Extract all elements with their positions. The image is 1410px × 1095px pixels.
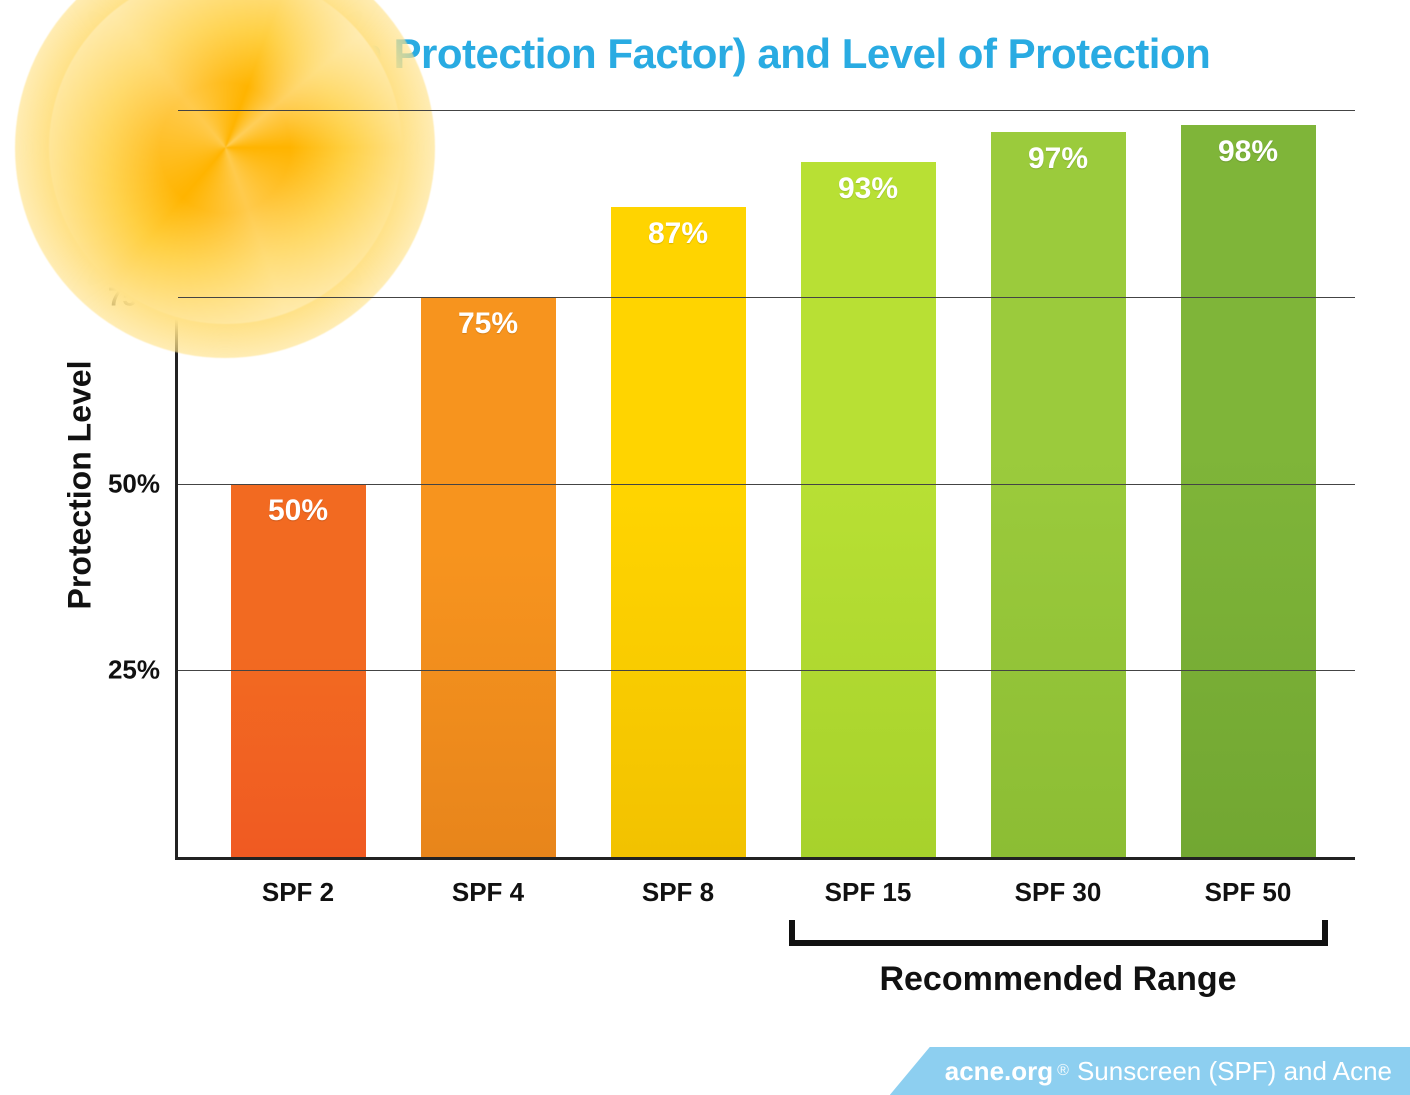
y-tick-label: 75%	[108, 281, 178, 312]
spf-bar-chart: 50%75%87%93%97%98% SPF 2SPF 4SPF 8SPF 15…	[175, 110, 1355, 860]
bar-value-label: 98%	[1181, 135, 1316, 169]
footer-text: Sunscreen (SPF) and Acne	[1077, 1056, 1392, 1087]
plot-area: 50%75%87%93%97%98% SPF 2SPF 4SPF 8SPF 15…	[175, 110, 1355, 860]
x-tick-label: SPF 2	[262, 857, 334, 908]
recommended-range-label: Recommended Range	[789, 960, 1328, 999]
bar: 93%	[801, 162, 936, 857]
y-tick-label: 100%	[94, 95, 179, 126]
gridline	[178, 110, 1355, 111]
x-tick-label: SPF 30	[1015, 857, 1102, 908]
bar-value-label: 50%	[231, 494, 366, 528]
bar: 87%	[611, 207, 746, 857]
bar: 97%	[991, 132, 1126, 857]
bar: 75%	[421, 297, 556, 857]
x-tick-label: SPF 4	[452, 857, 524, 908]
footer-ribbon: acne.org® Sunscreen (SPF) and Acne	[890, 1047, 1410, 1095]
registered-mark: ®	[1057, 1062, 1069, 1080]
x-tick-label: SPF 50	[1205, 857, 1292, 908]
x-tick-label: SPF 8	[642, 857, 714, 908]
x-tick-label: SPF 15	[825, 857, 912, 908]
bar-value-label: 87%	[611, 217, 746, 251]
y-tick-label: 50%	[108, 468, 178, 499]
chart-title: SPF (Sun Protection Factor) and Level of…	[0, 30, 1410, 78]
footer-brand: acne.org	[945, 1056, 1053, 1087]
y-axis-label: Protection Level	[62, 361, 99, 610]
recommended-range-bracket	[789, 920, 1328, 946]
bar-value-label: 93%	[801, 172, 936, 206]
gridline	[178, 670, 1355, 671]
bar-value-label: 97%	[991, 142, 1126, 176]
gridline	[178, 484, 1355, 485]
gridline	[178, 297, 1355, 298]
bar-value-label: 75%	[421, 307, 556, 341]
y-tick-label: 25%	[108, 655, 178, 686]
bar: 98%	[1181, 125, 1316, 857]
